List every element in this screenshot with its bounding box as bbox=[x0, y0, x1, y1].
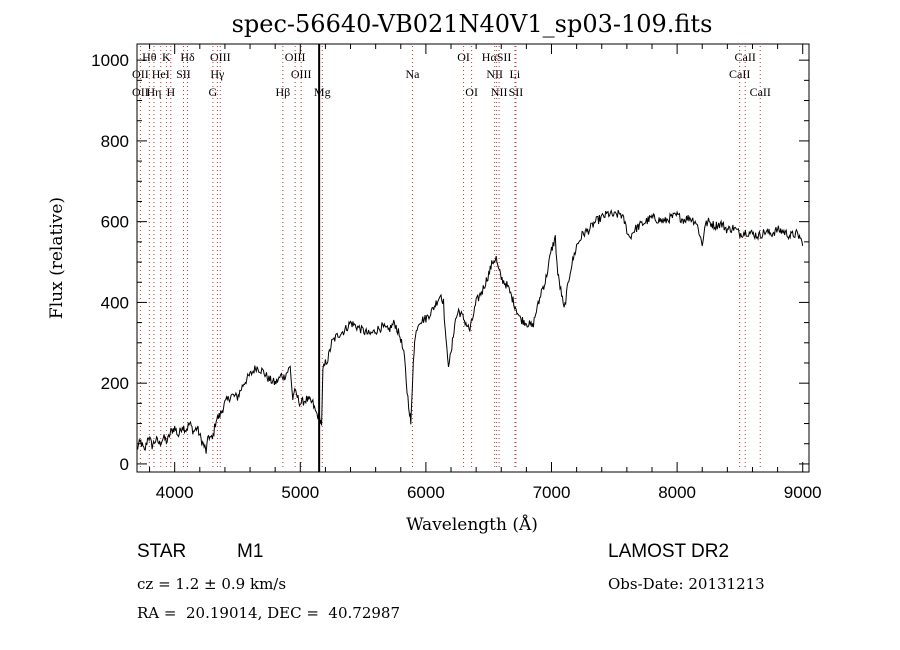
x-tick-label: 7000 bbox=[533, 483, 571, 502]
x-tick-label: 8000 bbox=[658, 483, 696, 502]
x-tick-label: 4000 bbox=[156, 483, 194, 502]
axis-ticks: 4000 5000 6000 7000 8000 9000 0 200 400 600 800 100… bbox=[91, 44, 822, 502]
spectrum-series-line bbox=[136, 208, 804, 454]
coordinates: RA = 20.19014, DEC = 40.72987 bbox=[137, 604, 401, 622]
line-marker-label: Hη bbox=[146, 85, 161, 99]
line-marker-label: Hγ bbox=[210, 67, 225, 81]
line-marker-label: HαSII bbox=[482, 50, 512, 64]
line-marker-label: OII bbox=[132, 85, 149, 99]
line-marker-label: SII bbox=[509, 85, 524, 99]
series-layer bbox=[136, 208, 804, 454]
line-marker-label: Hβ bbox=[275, 85, 290, 99]
y-axis-label: Flux (relative) bbox=[47, 197, 67, 319]
line-marker-label: Mg bbox=[314, 85, 331, 99]
y-tick-label: 600 bbox=[101, 213, 129, 232]
x-tick-label: 5000 bbox=[281, 483, 319, 502]
line-marker-label: CaII bbox=[735, 50, 756, 64]
line-marker-label: OII bbox=[132, 67, 149, 81]
line-marker-label: OIII bbox=[285, 50, 306, 64]
line-marker-label: OI bbox=[457, 50, 470, 64]
line-marker-label: OIII bbox=[210, 50, 231, 64]
line-marker-label: NII bbox=[491, 85, 508, 99]
line-marker-label: HeI bbox=[152, 67, 170, 81]
line-marker-label: CaII bbox=[729, 67, 750, 81]
y-tick-label: 400 bbox=[101, 293, 129, 312]
y-tick-label: 800 bbox=[101, 132, 129, 151]
x-tick-label: 9000 bbox=[784, 483, 822, 502]
line-markers: Hθ K Hδ OIII OIII OI HαSII CaII OII HeI SII Hγ OIII N… bbox=[132, 44, 771, 472]
chart-title: spec-56640-VB021N40V1_sp03-109.fits bbox=[232, 10, 713, 38]
survey-name: LAMOST DR2 bbox=[608, 541, 730, 562]
plot-frame bbox=[136, 43, 810, 473]
redshift-cz: cz = 1.2 ± 0.9 km/s bbox=[137, 575, 287, 593]
line-marker-label: CaII bbox=[750, 85, 771, 99]
line-marker-label: SII bbox=[176, 67, 191, 81]
x-tick-label: 6000 bbox=[407, 483, 445, 502]
object-subclass: M1 bbox=[237, 541, 264, 562]
y-tick-label: 0 bbox=[120, 455, 129, 474]
line-marker-label: Na bbox=[405, 67, 420, 81]
line-marker-label: H bbox=[166, 85, 175, 99]
line-marker-label: Hδ bbox=[180, 50, 195, 64]
line-marker-label: OI bbox=[465, 85, 478, 99]
line-marker-label: Hθ bbox=[142, 50, 157, 64]
line-marker-label: NII bbox=[486, 67, 503, 81]
line-marker-label: K bbox=[162, 50, 171, 64]
line-marker-label: OIII bbox=[291, 67, 312, 81]
x-axis-label: Wavelength (Å) bbox=[406, 514, 538, 535]
y-tick-label: 1000 bbox=[91, 51, 129, 70]
line-marker-label: G bbox=[209, 85, 218, 99]
object-type: STAR bbox=[137, 541, 187, 562]
y-tick-label: 200 bbox=[101, 374, 129, 393]
obs-date: Obs-Date: 20131213 bbox=[608, 575, 765, 593]
line-marker-label: Li bbox=[509, 67, 520, 81]
